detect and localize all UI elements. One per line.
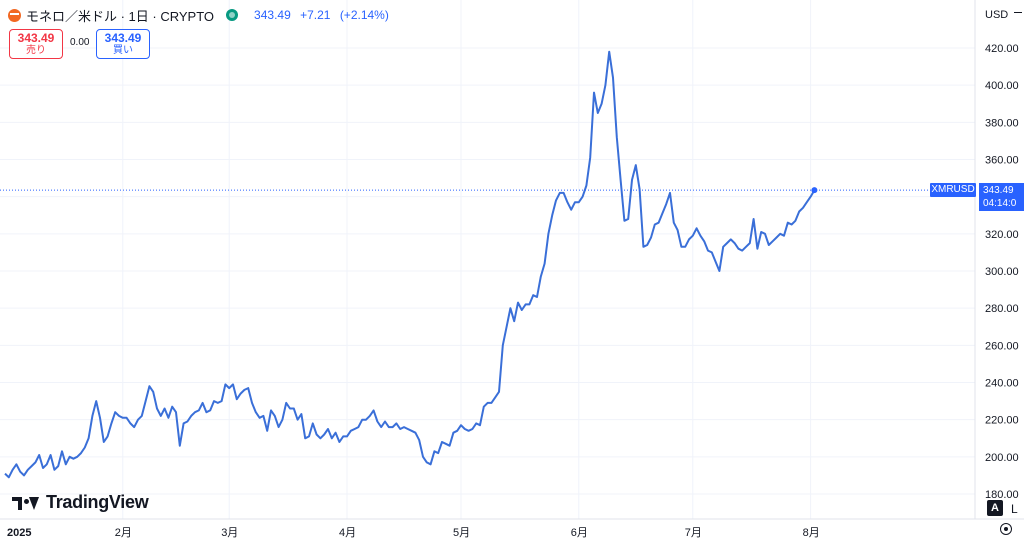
x-tick-label: 4月 [339,527,356,539]
y-tick-label: 200.00 [985,452,1019,464]
y-tick-label: 220.00 [985,415,1019,427]
x-tick-label: 2月 [115,527,132,539]
log-scale-button[interactable]: L [1011,502,1018,516]
last-price-tag: 343.49 04:14:0 [979,183,1024,211]
currency-dropdown-icon[interactable] [1014,12,1022,13]
tradingview-logo[interactable]: TradingView [12,492,149,513]
y-tick-label: 380.00 [985,117,1019,129]
y-tick-label: 240.00 [985,378,1019,390]
y-tick-label: 420.00 [985,43,1019,55]
x-tick-label: 6月 [571,527,588,539]
symbol-title[interactable]: モネロ／米ドル · 1日 · CRYPTO [26,8,215,24]
y-tick-label: 260.00 [985,340,1019,352]
price-change: +7.21 [300,8,331,22]
x-tick-label: 2025 [7,527,31,539]
bar-countdown: 04:14:0 [983,198,1017,209]
buy-label: 買い [113,45,133,56]
y-tick-label: 180.00 [985,489,1019,501]
y-tick-label: 360.00 [985,155,1019,167]
price-change-pct: (+2.14%) [339,8,389,22]
y-tick-label: 320.00 [985,229,1019,241]
quote-values: 343.49 +7.21 (+2.14%) [254,8,395,22]
sell-price: 343.49 [17,31,55,45]
last-price: 343.49 [254,8,291,22]
x-tick-label: 7月 [685,527,702,539]
x-tick-label: 8月 [803,527,820,539]
x-tick-label: 3月 [221,527,238,539]
buy-price: 343.49 [104,31,142,45]
symbol-tag: XMRUSD [930,183,976,197]
currency-selector[interactable]: USD [985,9,1009,21]
last-price-point[interactable] [811,187,818,194]
monero-coin-icon [8,8,21,22]
sell-label: 売り [26,45,46,56]
price-line-series[interactable] [4,50,816,479]
y-tick-label: 280.00 [985,303,1019,315]
y-tick-label: 400.00 [985,80,1019,92]
chart-legend: モネロ／米ドル · 1日 · CRYPTO 343.49 +7.21 (+2.1… [8,6,395,24]
tradingview-wordmark: TradingView [46,492,149,512]
tradingview-mark-icon [12,495,40,511]
buy-button[interactable]: 343.49 買い [96,29,150,59]
y-tick-label: 300.00 [985,266,1019,278]
auto-scale-button[interactable]: A [987,500,1003,516]
last-price-tag-value: 343.49 [983,185,1014,196]
sell-button[interactable]: 343.49 売り [9,29,63,59]
x-tick-label: 5月 [453,527,470,539]
gear-icon[interactable] [1000,523,1012,535]
spread-value: 0.00 [70,37,90,48]
market-open-icon[interactable] [226,9,239,21]
